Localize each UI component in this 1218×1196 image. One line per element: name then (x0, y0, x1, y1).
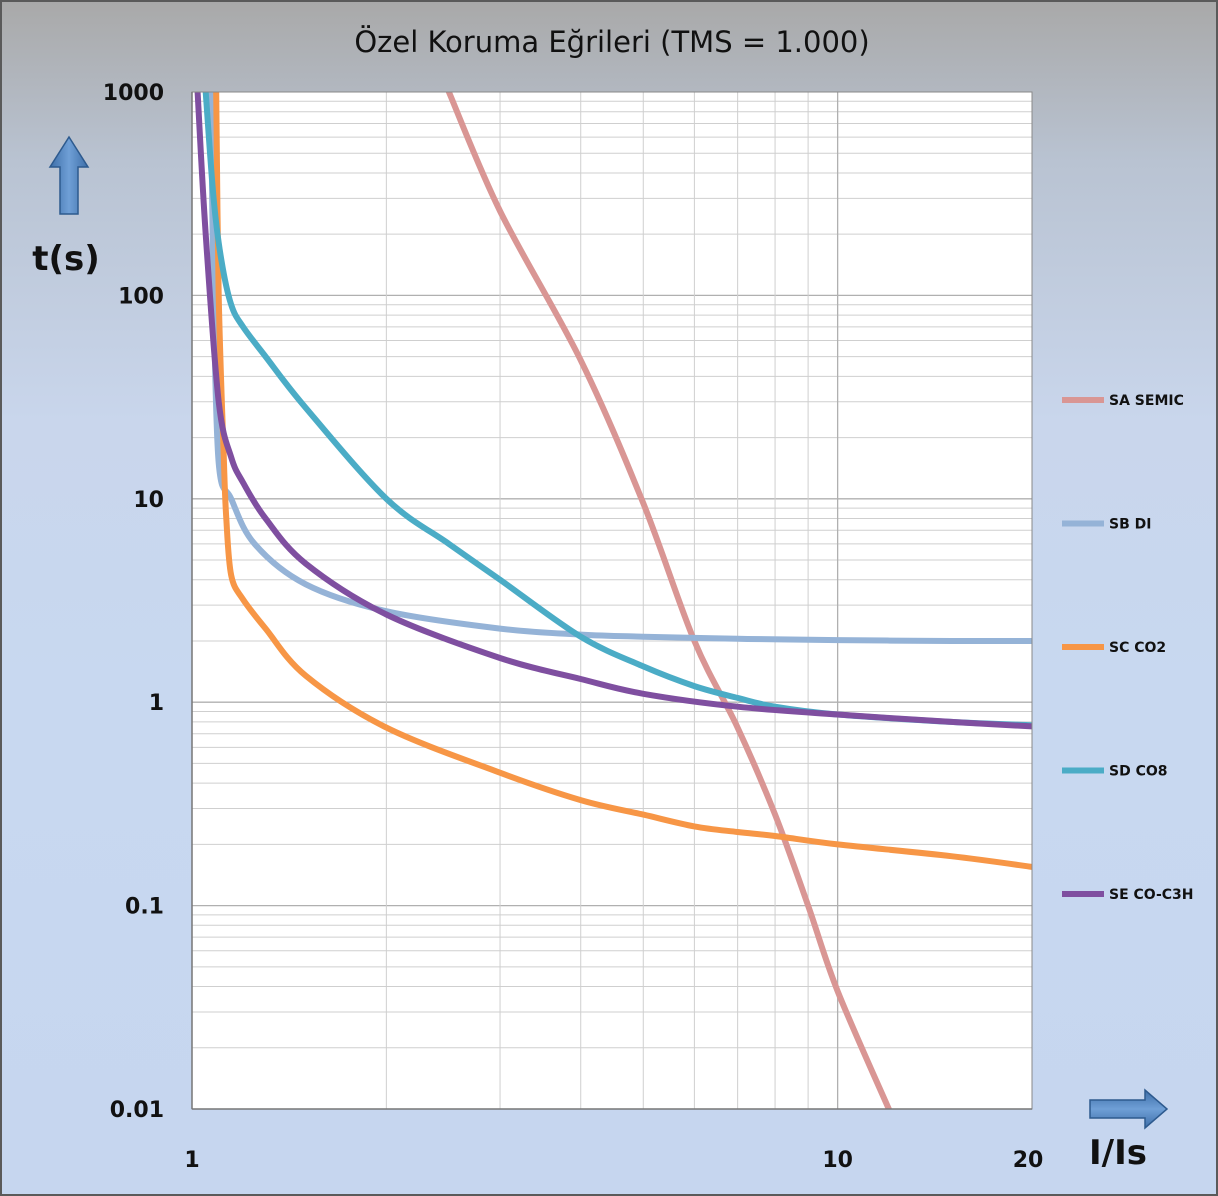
series-line-sa-semic (445, 92, 892, 1109)
y-tick-label: 1 (149, 691, 164, 716)
y-tick-label: 0.1 (125, 895, 164, 920)
series-line-sc-co2 (213, 92, 1032, 870)
legend-label-sc-co2: SC CO2 (1109, 640, 1166, 656)
y-tick-label: 0.01 (110, 1098, 164, 1123)
x-tick-label: 10 (822, 1148, 853, 1173)
x-tick-label: 1 (184, 1148, 199, 1173)
series-line-se-co-c3h (194, 92, 1032, 730)
grid (192, 92, 1032, 1109)
chart-title: Özel Koruma Eğrileri (TMS = 1.000) (354, 25, 869, 59)
right-arrow-icon (1089, 1088, 1169, 1130)
y-tick-label: 100 (118, 284, 164, 309)
x-axis-label: I/Is (1089, 1133, 1147, 1173)
y-tick-label: 1000 (103, 81, 164, 106)
series-layer (194, 92, 1032, 1109)
y-tick-label: 10 (133, 488, 164, 513)
y-tick-labels: 1000 100 10 1 0.1 0.01 (103, 81, 164, 1123)
legend: SA SEMIC SB DI SC CO2 SD CO8 SE CO-C3H (1062, 393, 1194, 903)
plot-area (192, 92, 1032, 1109)
y-axis-label: t(s) (32, 239, 100, 279)
series-line-sb-di (208, 92, 1032, 645)
legend-label-sd-co8: SD CO8 (1109, 764, 1168, 780)
up-arrow-icon (48, 135, 90, 215)
legend-label-sb-di: SB DI (1109, 517, 1151, 533)
legend-label-se-co-c3h: SE CO-C3H (1109, 887, 1194, 903)
legend-label-sa-semic: SA SEMIC (1109, 393, 1184, 409)
x-tick-label: 20 (1013, 1148, 1044, 1173)
x-tick-labels: 1 10 20 (184, 1148, 1043, 1173)
